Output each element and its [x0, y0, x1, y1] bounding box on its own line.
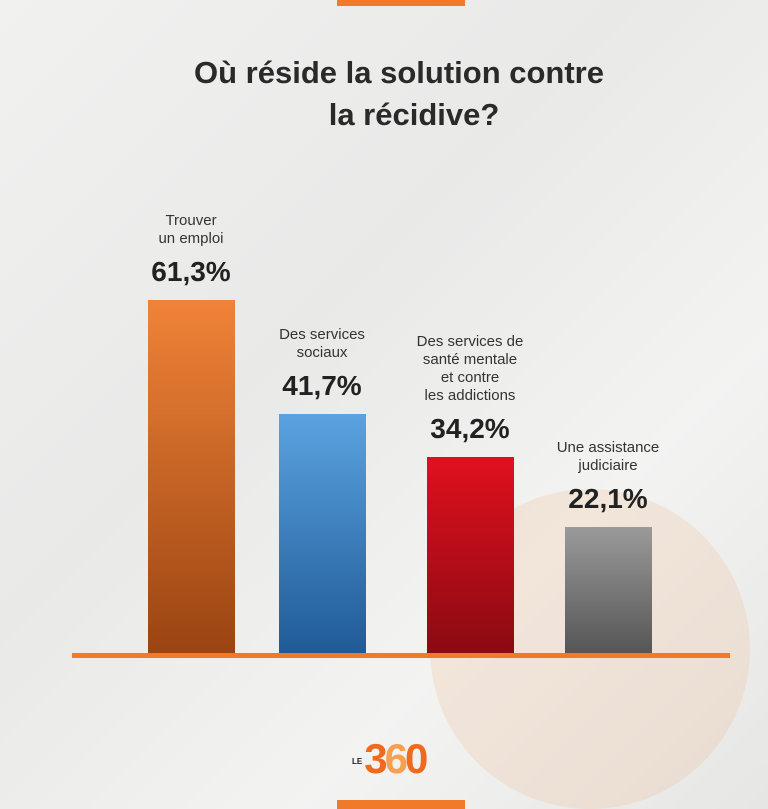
value-label: 22,1% — [568, 483, 648, 514]
chart-title: Où réside la solution contre la récidive… — [0, 52, 768, 136]
bar — [565, 527, 652, 655]
category-label-line: Des services de — [416, 332, 524, 350]
bar — [279, 413, 366, 655]
category-label-line: les addictions — [424, 386, 516, 404]
top-accent-bar — [337, 0, 465, 6]
category-label-line: Trouver — [165, 212, 217, 229]
category-label-line: judiciaire — [578, 457, 638, 474]
value-label: 34,2% — [430, 412, 510, 444]
x-axis-line — [72, 653, 730, 658]
category-label-line: santé mentale — [422, 350, 518, 368]
category-label-line: et contre — [440, 368, 500, 386]
category-label-line: sociaux — [296, 343, 348, 361]
category-label-line: Une assistance — [556, 439, 660, 456]
le360-logo: LE360 — [352, 735, 428, 782]
title-line: la récidive? — [328, 97, 500, 132]
category-label: Des services de santé mentale et contre les… — [385, 333, 555, 405]
bar — [427, 456, 514, 655]
category-label: Des services sociaux — [237, 326, 407, 362]
category-label: Une assistance judiciaire — [523, 439, 693, 475]
value-label: 61,3% — [151, 256, 231, 287]
category-label: Trouver un emploi — [106, 212, 276, 248]
value-label: 41,7% — [282, 369, 362, 401]
category-label-line: Des services — [279, 325, 365, 343]
title-line: Où réside la solution contre — [194, 55, 604, 90]
category-label-line: un emploi — [158, 230, 224, 247]
bottom-accent-bar — [337, 800, 465, 809]
bar — [148, 300, 235, 655]
